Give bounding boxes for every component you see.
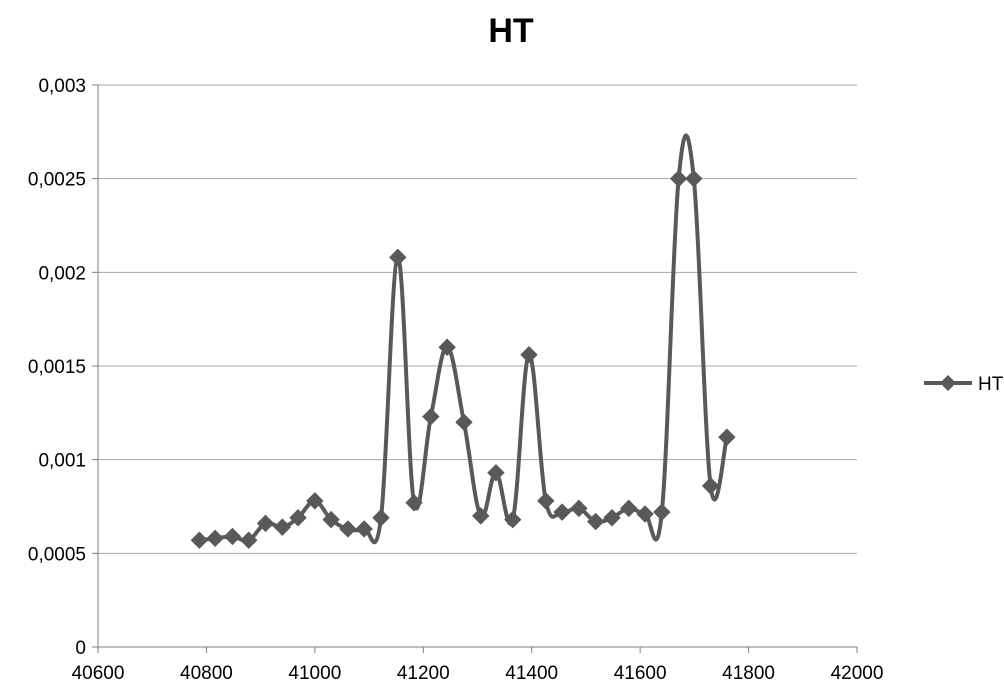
legend: HT [924,374,1004,395]
data-point-marker [669,169,688,188]
y-axis-tick-labels: 0 0,0005 0,001 0,0015 0,002 0,0025 0,003 [28,76,86,659]
data-point-marker [339,520,357,538]
legend-marker [940,375,956,391]
data-point-marker [504,510,522,529]
data-point-marker [256,514,275,533]
x-tick-label: 41000 [288,663,341,684]
x-tick-label: 41600 [614,663,667,684]
data-point-marker [701,477,720,495]
data-point-marker [389,248,407,267]
data-point-marker [306,492,324,510]
y-tick-label: 0,0005 [28,544,86,565]
gridlines [98,84,857,554]
data-point-marker [636,505,654,523]
data-point-marker [586,512,605,531]
data-point-marker [718,428,736,446]
y-tick-label: 0,003 [38,76,86,97]
data-point-marker [653,503,671,521]
data-point-marker [206,529,224,548]
data-point-marker [685,169,703,188]
y-tick-label: 0,0025 [28,170,86,191]
data-point-marker [553,503,571,521]
data-point-marker [322,510,340,529]
x-axis-tick-labels: 40600 40800 41000 41200 41400 41600 41800 42000 [72,663,884,684]
data-point-marker [620,499,638,518]
data-point-marker [570,499,588,518]
data-point-marker [422,407,440,426]
axes [92,84,858,653]
data-point-marker [405,494,423,512]
data-point-marker [472,507,490,525]
y-tick-label: 0,002 [38,263,86,284]
x-tick-label: 41400 [505,663,558,684]
data-point-marker [240,531,258,549]
data-point-marker [520,346,538,364]
legend-label: HT [978,374,1004,395]
data-point-marker [355,520,373,538]
y-tick-label: 0,0015 [28,357,86,378]
x-tick-label: 41800 [722,663,775,684]
data-point-marker [438,338,456,356]
data-point-marker [455,413,473,431]
series-line [197,133,729,545]
chart-title: HT [488,12,534,50]
data-point-marker [223,527,242,546]
x-tick-label: 42000 [831,663,884,684]
x-tick-label: 40600 [72,663,125,684]
data-point-marker [487,464,505,482]
series-group [190,133,736,549]
data-point-marker [190,531,209,549]
data-point-marker [603,509,621,527]
data-point-marker [537,492,555,510]
x-tick-label: 40800 [180,663,233,684]
data-point-marker [273,518,292,536]
x-tick-label: 41200 [397,663,450,684]
data-point-marker [289,509,307,527]
data-point-marker [372,509,390,527]
y-tick-label: 0,001 [38,451,86,472]
y-tick-label: 0 [75,638,86,659]
